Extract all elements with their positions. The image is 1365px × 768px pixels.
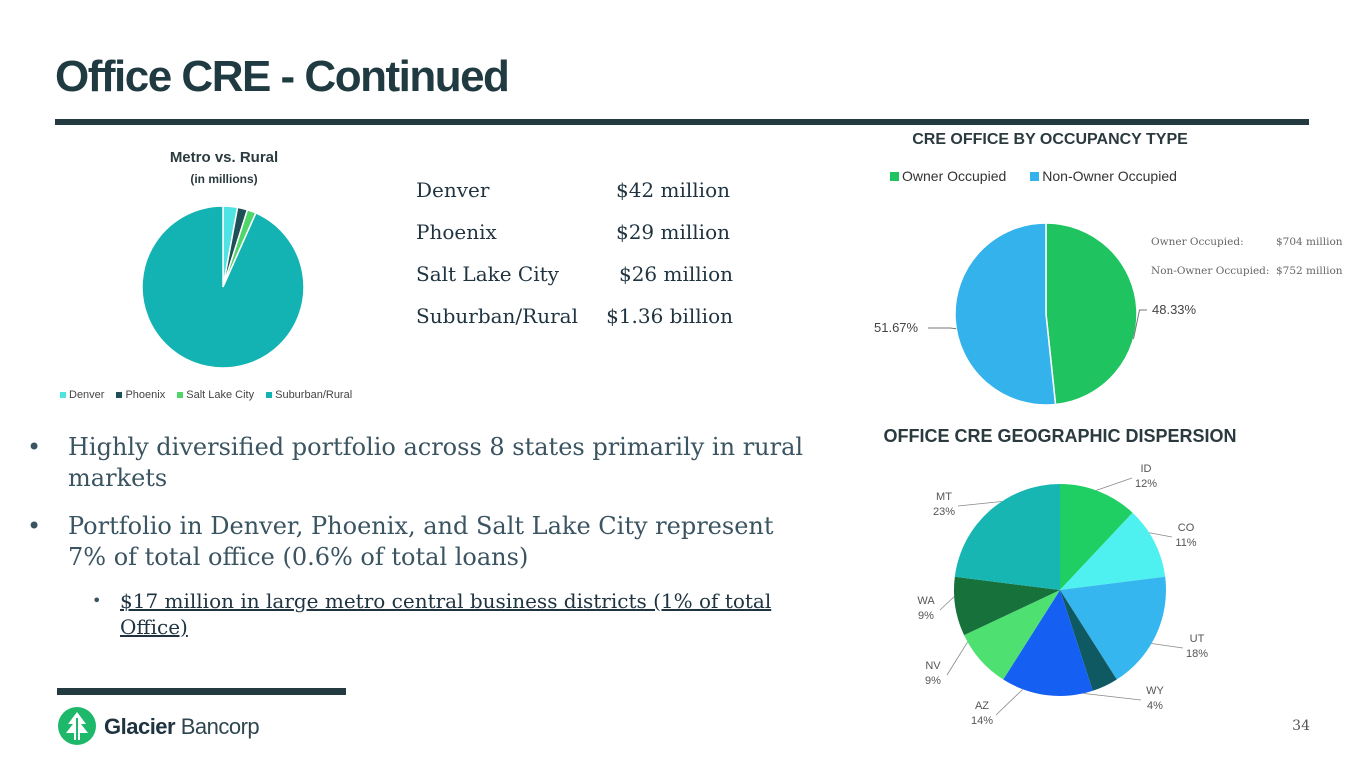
glacier-logo-icon xyxy=(58,707,96,745)
page-number: 34 xyxy=(1292,718,1310,734)
leader-line xyxy=(1096,477,1133,491)
metro-row-name: Phoenix xyxy=(416,220,497,244)
data-label-id: 12% xyxy=(1135,478,1157,490)
sub-bullet-text: $17 million in large metro central busin… xyxy=(120,589,772,639)
footer-divider xyxy=(57,688,346,695)
data-label-az: 14% xyxy=(971,715,993,727)
metro-row-name: Denver xyxy=(416,178,490,202)
legend-label: Owner Occupied xyxy=(902,168,1007,184)
category-label-id: ID xyxy=(1141,463,1152,475)
legend-swatch xyxy=(177,392,184,398)
geographic-pie-chart: ID 12% CO 11% UT 18% WY 4% AZ 14% NV 9% WA 9% MT 23% xyxy=(917,463,1208,727)
legend-item-salt-lake-city: Salt Lake City xyxy=(177,389,254,401)
category-label-az: AZ xyxy=(975,700,989,712)
logo-wordmark: Glacier Bancorp xyxy=(104,714,260,740)
pie-slice-owner-occupied xyxy=(1045,222,1138,406)
pie-slice-wa xyxy=(954,576,1060,636)
bullet-glyph: • xyxy=(27,433,42,461)
category-label-mt: MT xyxy=(936,491,952,503)
logo-word-bancorp: Bancorp xyxy=(175,714,260,739)
metro-row-value: $29 million xyxy=(615,220,730,244)
leader-line xyxy=(946,641,968,676)
bullet-glyph: • xyxy=(92,591,102,610)
pie-slice-nv xyxy=(964,590,1060,680)
category-label-nv: NV xyxy=(925,660,941,672)
data-label-wy: 4% xyxy=(1147,700,1163,712)
legend-swatch xyxy=(1030,171,1040,181)
legend-label: Suburban/Rural xyxy=(275,389,353,401)
category-label-co: CO xyxy=(1178,522,1195,534)
bullet-text: Highly diversified portfolio across 8 st… xyxy=(68,433,804,492)
legend-label: Denver xyxy=(69,389,105,401)
leader-line xyxy=(939,596,955,611)
data-label-co: 11% xyxy=(1175,537,1196,549)
leader-line xyxy=(1151,643,1184,649)
occupancy-pie-chart: 48.33% 51.67% xyxy=(874,222,1197,406)
leader-line xyxy=(957,501,1002,507)
legend-item-denver: Denver xyxy=(60,389,104,401)
pie-slice-az xyxy=(1003,590,1093,696)
metro-pie-chart xyxy=(141,205,305,369)
pie-slice-suburban-rural xyxy=(141,205,305,369)
category-label-wa: WA xyxy=(917,595,935,607)
bullet-item: • Portfolio in Denver, Phoenix, and Salt… xyxy=(27,511,807,573)
occupancy-note-value: $752 million xyxy=(1276,265,1343,277)
legend-swatch xyxy=(60,392,66,398)
data-label-non-owner-occupied: 51.67% xyxy=(874,320,919,335)
occupancy-chart-title: CRE OFFICE BY OCCUPANCY TYPE xyxy=(912,131,1188,148)
logo-word-glacier: Glacier xyxy=(104,714,176,739)
data-label-mt: 23% xyxy=(933,506,955,518)
category-label-wy: WY xyxy=(1146,685,1164,697)
metro-row-name: Salt Lake City xyxy=(416,262,559,286)
legend-swatch xyxy=(890,171,899,181)
legend-label: Phoenix xyxy=(125,389,166,401)
occupancy-note-value: $704 million xyxy=(1276,236,1343,248)
legend-item-phoenix: Phoenix xyxy=(116,389,165,401)
page-title: Office CRE - Continued xyxy=(55,52,510,101)
bullet-item: • Highly diversified portfolio across 8 … xyxy=(27,432,807,494)
legend-item-non-owner-occupied: Non-Owner Occupied xyxy=(1030,168,1177,184)
legend-item-owner-occupied: Owner Occupied xyxy=(890,168,1006,184)
data-label-ut: 18% xyxy=(1186,648,1208,660)
metro-chart-title: Metro vs. Rural xyxy=(169,149,279,166)
metro-row-value: $26 million xyxy=(618,262,733,286)
legend-label: Non-Owner Occupied xyxy=(1042,168,1177,184)
occupancy-note-label: Non-Owner Occupied: xyxy=(1151,265,1270,277)
pie-slice-non-owner-occupied xyxy=(954,222,1057,406)
metro-legend: Denver Phoenix Salt Lake City Suburban/Rura… xyxy=(60,389,390,401)
pie-slice-ut xyxy=(1060,576,1166,680)
data-label-wa: 9% xyxy=(918,610,934,622)
data-label-nv: 9% xyxy=(925,675,941,687)
bullet-glyph: • xyxy=(27,512,42,540)
legend-swatch xyxy=(116,392,123,398)
metro-row-value: $42 million xyxy=(615,178,730,202)
occupancy-note-label: Owner Occupied: xyxy=(1151,236,1244,248)
metro-row-value: $1.36 billion xyxy=(606,304,733,328)
legend-swatch xyxy=(266,392,273,398)
category-label-ut: UT xyxy=(1190,633,1205,645)
legend-item-suburban-rural: Suburban/Rural xyxy=(266,389,352,401)
occupancy-legend: Owner Occupied Non-Owner Occupied xyxy=(890,168,1177,184)
pie-slice-wy xyxy=(1060,590,1117,691)
sub-bullet-item: • $17 million in large metro central bus… xyxy=(92,588,812,640)
legend-label: Salt Lake City xyxy=(186,389,255,401)
bullet-text: Portfolio in Denver, Phoenix, and Salt L… xyxy=(68,512,774,571)
leader-line xyxy=(1149,532,1173,538)
pie-slice-mt xyxy=(954,484,1060,590)
leader-line xyxy=(1132,309,1147,340)
pie-slice-co xyxy=(1060,512,1166,590)
leader-line xyxy=(995,688,1024,716)
leader-line xyxy=(928,327,957,330)
leader-line xyxy=(1083,693,1142,701)
metro-row-name: Suburban/Rural xyxy=(416,304,578,328)
pie-slice-id xyxy=(1060,484,1133,590)
metro-chart-subtitle: (in millions) xyxy=(190,172,258,186)
data-label-owner-occupied: 48.33% xyxy=(1152,302,1197,317)
title-divider xyxy=(55,119,1309,125)
geographic-chart-title: OFFICE CRE GEOGRAPHIC DISPERSION xyxy=(883,426,1237,446)
